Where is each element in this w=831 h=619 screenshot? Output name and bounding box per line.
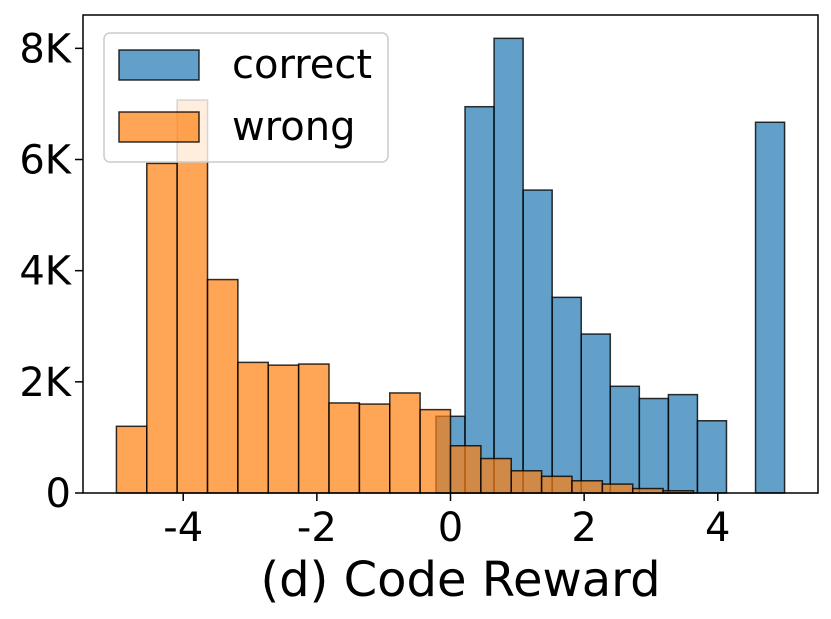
bar-wrong-6: [297, 363, 330, 494]
legend: correct wrong: [103, 32, 389, 163]
bar-wrong-5: [267, 364, 300, 494]
y-tick-label: 0: [46, 471, 71, 517]
bar-wrong-14: [540, 475, 573, 494]
bar-correct-12: [464, 105, 495, 494]
bar-wrong-8: [358, 403, 391, 494]
x-axis-ticks: -4 -2 0 2 4: [163, 493, 730, 551]
bar-wrong-4: [237, 361, 270, 494]
x-tick-label: -2: [297, 505, 337, 551]
bar-wrong-3: [206, 278, 239, 494]
bar-correct-19: [667, 393, 699, 494]
series-correct-bars: [435, 37, 786, 494]
legend-label-correct: correct: [232, 42, 372, 88]
legend-swatch-correct: [118, 49, 200, 81]
y-axis-ticks: 0 2K 4K 6K 8K: [19, 26, 83, 517]
x-axis-label: (d) Code Reward: [260, 552, 660, 608]
y-tick-label: 8K: [19, 26, 72, 72]
bar-correct-16: [580, 333, 612, 494]
bar-correct-15: [551, 296, 582, 494]
y-tick-label: 4K: [19, 249, 72, 295]
bar-wrong-7: [328, 402, 361, 494]
y-tick-label: 2K: [19, 360, 72, 406]
bar-wrong-16: [601, 483, 634, 494]
bar-wrong-9: [389, 392, 421, 494]
legend-swatch-wrong: [118, 111, 200, 143]
bar-wrong-13: [510, 470, 543, 494]
bar-correct-14: [522, 189, 553, 494]
bar-wrong-12: [480, 457, 512, 494]
bar-wrong-15: [571, 480, 604, 494]
bar-wrong-1: [146, 162, 178, 494]
legend-label-wrong: wrong: [232, 104, 356, 150]
x-tick-label: -4: [163, 505, 203, 551]
bar-correct-20: [696, 419, 728, 494]
bar-wrong-10: [419, 408, 452, 494]
x-tick-label: 0: [438, 505, 463, 551]
bar-correct-22: [754, 121, 786, 494]
x-tick-label: 4: [705, 505, 730, 551]
y-tick-label: 6K: [19, 138, 72, 184]
bar-wrong-11: [449, 445, 482, 494]
bar-wrong-0: [115, 425, 148, 494]
series-wrong-bars: [115, 99, 695, 494]
bar-correct-13: [493, 37, 524, 494]
bar-correct-18: [638, 397, 670, 494]
bar-correct-17: [609, 385, 641, 494]
x-tick-label: 2: [571, 505, 596, 551]
